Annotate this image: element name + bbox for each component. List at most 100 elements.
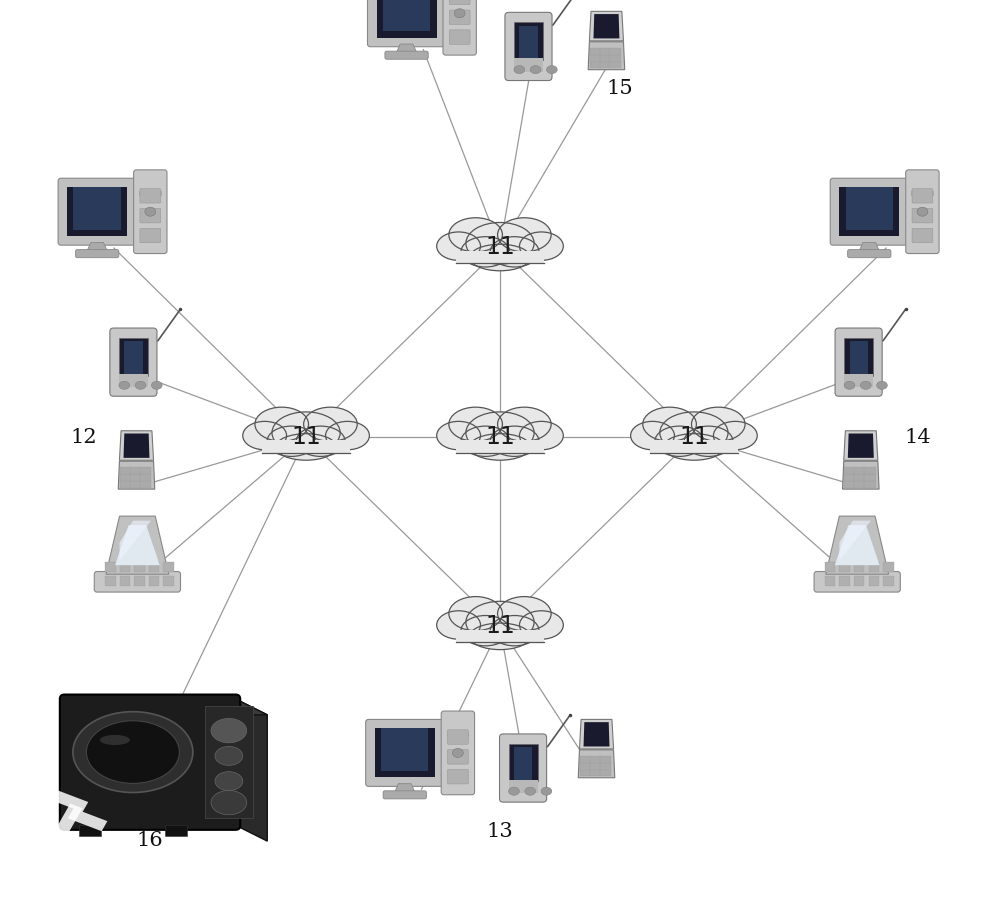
Ellipse shape [466, 602, 534, 643]
FancyBboxPatch shape [912, 208, 933, 223]
Ellipse shape [86, 721, 179, 784]
Bar [825, 562, 835, 572]
Bar [846, 187, 893, 230]
Ellipse shape [514, 66, 525, 74]
FancyBboxPatch shape [456, 630, 544, 642]
Bar [124, 341, 143, 375]
Bar [165, 825, 187, 836]
Ellipse shape [470, 623, 530, 649]
Bar [864, 467, 876, 474]
FancyBboxPatch shape [262, 440, 350, 453]
Bar [130, 474, 142, 481]
Ellipse shape [655, 426, 704, 456]
Ellipse shape [119, 382, 130, 390]
Ellipse shape [691, 407, 745, 441]
Ellipse shape [449, 407, 502, 441]
Ellipse shape [73, 712, 193, 793]
FancyBboxPatch shape [814, 572, 900, 592]
Bar [105, 576, 116, 586]
FancyBboxPatch shape [76, 250, 119, 258]
Polygon shape [64, 699, 267, 714]
Ellipse shape [509, 787, 519, 796]
Bar [119, 373, 148, 387]
Ellipse shape [498, 217, 551, 252]
Polygon shape [86, 243, 108, 253]
FancyBboxPatch shape [366, 720, 444, 787]
FancyBboxPatch shape [456, 440, 544, 453]
FancyBboxPatch shape [448, 730, 468, 744]
Bar [839, 562, 850, 572]
Ellipse shape [917, 207, 928, 216]
Polygon shape [844, 431, 878, 460]
Polygon shape [120, 520, 151, 561]
Ellipse shape [449, 596, 502, 630]
Ellipse shape [272, 412, 340, 454]
Ellipse shape [449, 217, 502, 252]
Bar [864, 474, 876, 481]
Ellipse shape [631, 421, 674, 450]
Bar [590, 61, 602, 69]
FancyBboxPatch shape [830, 179, 908, 245]
FancyBboxPatch shape [367, 0, 446, 47]
Bar [911, 191, 934, 196]
Bar [509, 779, 538, 793]
Ellipse shape [713, 421, 757, 450]
FancyBboxPatch shape [449, 10, 470, 24]
Bar [519, 25, 538, 60]
Bar [375, 729, 435, 778]
Bar [120, 562, 130, 572]
Bar [509, 743, 538, 781]
Ellipse shape [454, 9, 465, 18]
Polygon shape [589, 12, 623, 41]
Ellipse shape [844, 382, 855, 390]
Bar [120, 576, 130, 586]
Ellipse shape [684, 426, 733, 456]
Bar [139, 191, 162, 196]
Polygon shape [394, 784, 416, 794]
Bar [844, 467, 856, 474]
FancyBboxPatch shape [456, 251, 544, 263]
Ellipse shape [490, 426, 539, 456]
Polygon shape [835, 525, 880, 566]
FancyBboxPatch shape [456, 623, 544, 642]
Text: 11: 11 [291, 425, 321, 448]
Ellipse shape [519, 611, 563, 640]
Ellipse shape [304, 407, 357, 441]
Polygon shape [578, 750, 615, 778]
FancyBboxPatch shape [848, 250, 891, 258]
Bar [119, 337, 148, 375]
Bar [163, 562, 174, 572]
Ellipse shape [267, 426, 316, 456]
Ellipse shape [255, 407, 309, 441]
Ellipse shape [546, 66, 557, 74]
Polygon shape [826, 516, 889, 575]
FancyBboxPatch shape [456, 244, 544, 263]
Bar [67, 188, 127, 236]
Bar [869, 576, 879, 586]
Text: 11: 11 [485, 235, 515, 259]
Polygon shape [106, 516, 169, 575]
Text: 13: 13 [487, 822, 513, 842]
Ellipse shape [470, 244, 530, 271]
Bar [140, 474, 151, 481]
Ellipse shape [211, 790, 247, 815]
Polygon shape [839, 520, 871, 561]
Bar [79, 825, 101, 836]
Bar [850, 341, 868, 375]
Ellipse shape [461, 426, 510, 456]
Bar [600, 54, 611, 61]
Bar [383, 0, 430, 32]
Polygon shape [124, 434, 149, 458]
FancyBboxPatch shape [140, 189, 161, 203]
Bar [590, 48, 602, 55]
FancyBboxPatch shape [60, 695, 240, 830]
FancyBboxPatch shape [650, 434, 738, 453]
Bar [163, 576, 174, 586]
Polygon shape [593, 14, 619, 39]
Polygon shape [396, 44, 417, 54]
Polygon shape [858, 243, 880, 253]
FancyBboxPatch shape [448, 769, 468, 784]
Bar [580, 762, 592, 769]
Ellipse shape [243, 421, 287, 450]
Bar [130, 467, 142, 474]
